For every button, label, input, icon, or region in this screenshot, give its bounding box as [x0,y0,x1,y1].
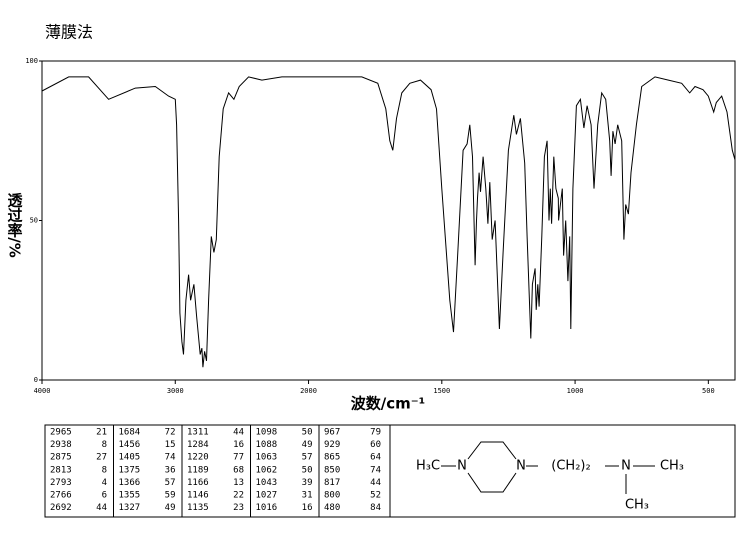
peak-transmittance: 49 [165,503,176,513]
x-tick-label: 2000 [300,387,317,395]
peak-transmittance: 50 [302,465,313,475]
structure: H₃C N N (CH₂)₂ N CH₃ CH₃ [416,459,684,513]
peak-wavenumber: 1166 [187,478,209,488]
peak-transmittance: 31 [302,491,313,501]
peak-transmittance: 8 [102,440,107,450]
peak-transmittance: 52 [370,491,381,501]
structure-label: CH₃ [625,498,649,513]
peak-transmittance: 13 [233,478,244,488]
peak-wavenumber: 1684 [119,428,141,438]
peak-wavenumber: 1189 [187,465,209,475]
peak-wavenumber: 967 [324,428,340,438]
peak-wavenumber: 1375 [119,465,141,475]
peak-wavenumber: 2938 [50,440,72,450]
x-tick-label: 1000 [567,387,584,395]
peak-transmittance: 39 [302,478,313,488]
structure-label: N [457,459,467,474]
peak-transmittance: 44 [96,503,107,513]
y-tick-label: 50 [30,217,38,225]
peak-transmittance: 15 [165,440,176,450]
peak-wavenumber: 1062 [256,465,278,475]
peak-wavenumber: 1355 [119,491,141,501]
peak-wavenumber: 1063 [256,453,278,463]
peak-transmittance: 77 [233,453,244,463]
y-tick-label: 100 [25,57,38,65]
peak-wavenumber: 2875 [50,453,72,463]
peak-wavenumber: 1327 [119,503,141,513]
peak-transmittance: 74 [370,465,381,475]
chart-title: 薄膜法 [45,23,93,42]
peak-transmittance: 21 [96,428,107,438]
peak-wavenumber: 2965 [50,428,72,438]
x-tick-label: 4000 [34,387,51,395]
peak-wavenumber: 817 [324,478,340,488]
peak-wavenumber: 1311 [187,428,209,438]
peak-transmittance: 16 [233,440,244,450]
peak-transmittance: 68 [233,465,244,475]
peak-wavenumber: 1027 [256,491,278,501]
peak-wavenumber: 850 [324,465,340,475]
peak-transmittance: 22 [233,491,244,501]
structure-bonds [441,441,655,494]
x-tick-label: 500 [702,387,715,395]
peak-transmittance: 6 [102,491,107,501]
peak-transmittance: 23 [233,503,244,513]
peak-transmittance: 44 [233,428,244,438]
x-tick-label: 1500 [433,387,450,395]
peak-transmittance: 60 [370,440,381,450]
peak-transmittance: 74 [165,453,176,463]
peak-wavenumber: 1456 [119,440,141,450]
peak-wavenumber: 1405 [119,453,141,463]
peak-wavenumber: 929 [324,440,340,450]
plot-frame [41,60,736,381]
peak-transmittance: 27 [96,453,107,463]
spectrum-line [41,76,736,368]
peak-transmittance: 72 [165,428,176,438]
peak-wavenumber: 1220 [187,453,209,463]
peak-wavenumber: 1366 [119,478,141,488]
peak-transmittance: 84 [370,503,381,513]
peak-transmittance: 50 [302,428,313,438]
peak-wavenumber: 2813 [50,465,72,475]
peak-wavenumber: 1284 [187,440,209,450]
peak-transmittance: 16 [302,503,313,513]
peak-wavenumber: 480 [324,503,340,513]
structure-label: N [621,459,631,474]
peak-transmittance: 8 [102,465,107,475]
structure-label: H₃C [416,459,440,474]
structure-label: CH₃ [660,459,684,474]
peak-wavenumber: 1135 [187,503,209,513]
peak-wavenumber: 2793 [50,478,72,488]
peak-wavenumber: 1088 [256,440,278,450]
peak-wavenumber: 1043 [256,478,278,488]
peak-wavenumber: 800 [324,491,340,501]
peak-transmittance: 57 [302,453,313,463]
x-tick-label: 3000 [167,387,184,395]
x-axis-label: 波数/cm⁻¹ [351,395,426,413]
peak-wavenumber: 2766 [50,491,72,501]
structure-label: N [516,459,526,474]
y-axis-label: 透过率/% [6,192,24,258]
peak-transmittance: 79 [370,428,381,438]
peak-transmittance: 57 [165,478,176,488]
peak-transmittance: 44 [370,478,381,488]
peak-wavenumber: 1016 [256,503,278,513]
peak-transmittance: 4 [102,478,107,488]
peak-wavenumber: 1098 [256,428,278,438]
peak-wavenumber: 865 [324,453,340,463]
peak-transmittance: 59 [165,491,176,501]
peak-transmittance: 64 [370,453,381,463]
structure-label: (CH₂)₂ [551,459,590,474]
peak-wavenumber: 2692 [50,503,72,513]
peak-transmittance: 49 [302,440,313,450]
peak-transmittance: 36 [165,465,176,475]
y-tick-label: 0 [34,376,38,384]
peak-wavenumber: 1146 [187,491,209,501]
